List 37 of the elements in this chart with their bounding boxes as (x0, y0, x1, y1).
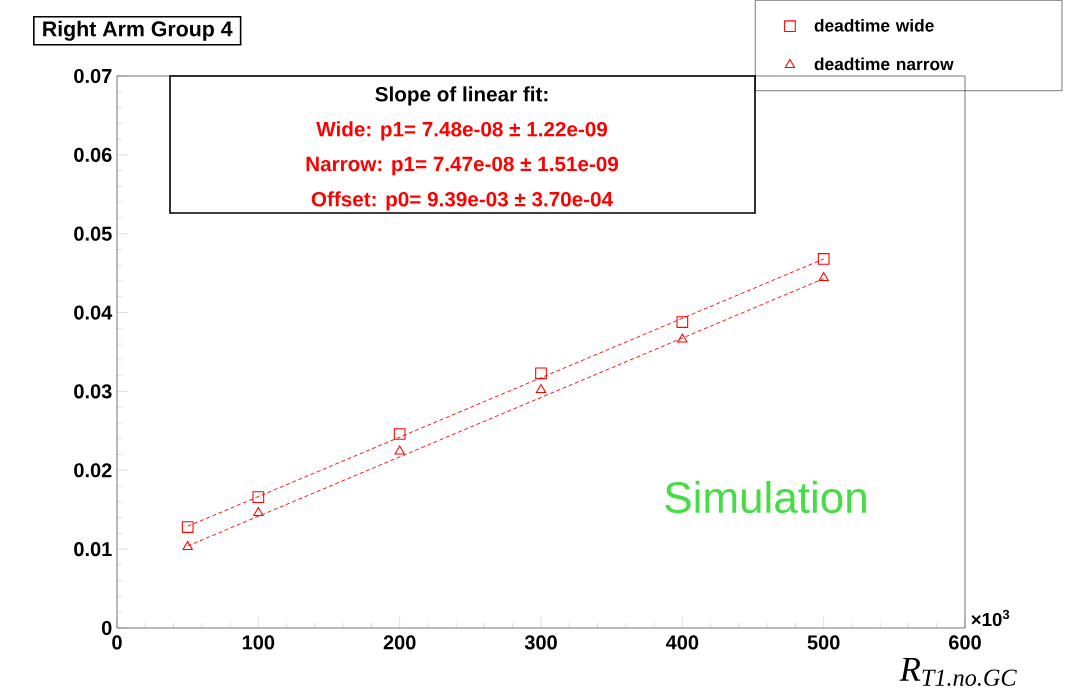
point (253, 506, 264, 517)
point (676, 316, 689, 328)
x-tick-label: 500 (807, 635, 840, 650)
point (817, 253, 830, 265)
x-tick-label: 400 (665, 635, 699, 650)
x-axis-title: R$_{T1.no.GC}$ (899, 657, 1017, 686)
y-tick-label: 0.05 (74, 226, 112, 241)
point (182, 540, 193, 550)
annotation: Wide: p1= 7.48e-08 ± 1.22e-09 (316, 121, 608, 141)
text: ×10$^{3}$ (971, 609, 1010, 627)
y-tick-label: 0.02 (74, 463, 112, 478)
point (252, 491, 265, 503)
point (394, 445, 405, 455)
point (677, 333, 688, 343)
annotation: Narrow: p1= 7.47e-08 ± 1.51e-09 (306, 156, 619, 176)
x-tick-label: 600 (949, 635, 981, 650)
x-tick-label: 100 (242, 635, 275, 650)
legend-label: deadtime wide (814, 18, 934, 32)
y-tick-label: 0.06 (74, 147, 112, 162)
annotation: Offset: p0= 9.39e-03 ± 3.70e-04 (311, 191, 613, 211)
y-tick-label: 0.01 (74, 542, 112, 557)
point (535, 367, 547, 380)
chart-title: Right Arm Group 4 (43, 20, 233, 41)
point (181, 521, 194, 533)
x-tick-label: 200 (383, 635, 416, 650)
point (393, 428, 406, 440)
x-tick-label: 300 (524, 635, 557, 650)
annotation: Simulation (665, 480, 866, 514)
y-tick-label: 0 (101, 620, 112, 636)
y-tick-label: 0.03 (74, 384, 112, 399)
x-tick-label: 0 (112, 635, 122, 650)
point (535, 383, 547, 394)
y-tick-label: 0.04 (74, 305, 113, 320)
legend-label: deadtime narrow (814, 57, 954, 71)
annotation: Slope of linear fit: (375, 86, 548, 106)
point (818, 271, 829, 282)
y-tick-label: 0.07 (74, 68, 112, 84)
